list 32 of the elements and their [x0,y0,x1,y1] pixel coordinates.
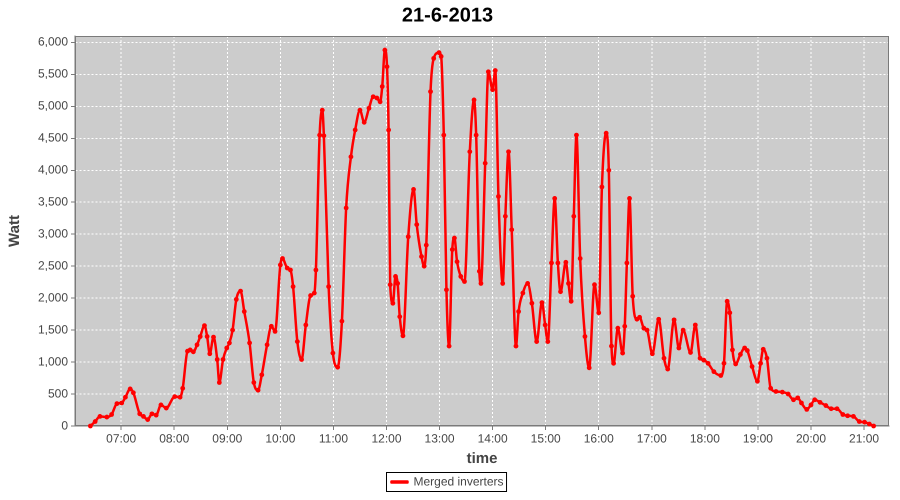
x-tick-label: 09:00 [212,432,243,446]
y-tick-label: 5,500 [38,66,68,81]
y-tick-label: 4,500 [38,130,68,145]
x-tick-label: 10:00 [265,432,296,446]
chart-title: 21-6-2013 [402,4,494,27]
y-tick-label: 5,000 [38,98,68,113]
y-tick-label: 1,000 [38,354,68,368]
x-tick-label: 11:00 [318,432,348,446]
x-tick-label: 13:00 [424,432,455,446]
legend-label: Merged inverters [413,474,504,488]
y-tick-label: 3,500 [38,194,68,209]
y-tick-label: 4,000 [38,162,68,177]
x-tick-label: 08:00 [159,432,190,446]
x-tick-label: 20:00 [796,432,826,446]
x-tick-label: 14:00 [478,432,508,446]
x-tick-label: 07:00 [106,432,137,446]
x-tick-label: 15:00 [530,432,562,446]
y-tick-label: 2,000 [38,290,68,304]
y-tick-label: 500 [48,386,68,400]
y-tick-label: 2,500 [38,258,68,272]
x-tick-label: 12:00 [371,432,402,446]
y-tick-label: 3,000 [38,226,68,241]
x-tick-label: 17:00 [636,432,668,446]
x-tick-label: 16:00 [584,432,614,446]
x-tick-label: 19:00 [742,432,774,446]
y-tick-label: 1,500 [38,322,68,336]
y-axis-title: Watt [6,215,24,247]
x-axis-title: time [466,450,498,468]
y-tick-label: 0 [61,418,68,432]
x-tick-label: 18:00 [690,432,720,446]
x-tick-label: 21:00 [849,432,880,446]
y-tick-label: 6,000 [38,34,68,49]
